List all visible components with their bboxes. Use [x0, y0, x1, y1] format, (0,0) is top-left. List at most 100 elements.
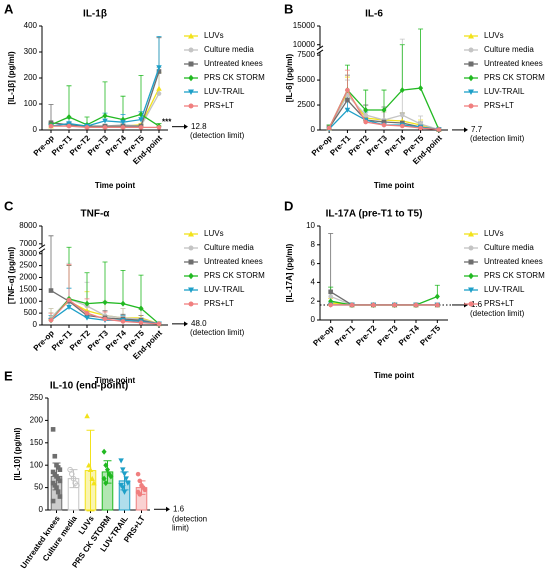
- error-bar: [48, 104, 54, 123]
- marker: [345, 87, 350, 93]
- marker: [84, 315, 90, 321]
- chart-title: IL-6: [365, 9, 383, 20]
- marker: [102, 299, 108, 306]
- detection-note-line: limit): [172, 523, 189, 532]
- marker: [54, 485, 59, 490]
- marker: [188, 47, 194, 53]
- error-bar: [66, 264, 72, 301]
- legend-label: LUVs: [484, 229, 504, 238]
- marker: [418, 125, 423, 131]
- x-axis-label: Time point: [374, 371, 415, 380]
- marker: [102, 316, 108, 322]
- marker: [188, 231, 194, 237]
- marker: [91, 480, 97, 486]
- y-tick-label: 15000: [293, 21, 316, 30]
- marker: [156, 69, 162, 74]
- marker: [120, 485, 126, 491]
- marker: [328, 294, 333, 299]
- marker: [120, 319, 126, 324]
- marker: [363, 119, 369, 125]
- detection-note: (detection limit): [190, 328, 245, 337]
- legend-label: Culture media: [204, 45, 254, 54]
- y-tick-label: 100: [24, 99, 38, 108]
- marker: [188, 272, 194, 280]
- marker: [102, 118, 108, 124]
- legend-label: Untreated knees: [484, 257, 543, 266]
- y-axis-label: [IL-10] (pg/ml): [13, 427, 22, 480]
- marker: [188, 61, 194, 67]
- marker: [121, 489, 128, 495]
- marker: [468, 245, 474, 251]
- x-tick-label: Pre-T4: [397, 323, 421, 347]
- marker: [137, 492, 143, 497]
- marker: [138, 111, 144, 118]
- y-tick-label: 8: [311, 240, 316, 249]
- series-line: [330, 295, 438, 306]
- marker: [66, 121, 72, 127]
- error-bar: [328, 233, 334, 292]
- y-tick-label: 150: [30, 438, 44, 447]
- legend-label: LUV-TRAIL: [484, 285, 525, 294]
- error-bar: [344, 69, 350, 91]
- panel-letter: E: [4, 368, 13, 383]
- marker: [392, 302, 397, 308]
- detection-value: 1.6: [173, 504, 185, 513]
- chart-title: IL-10 (end-point): [50, 381, 128, 392]
- marker: [345, 97, 350, 103]
- marker: [48, 288, 54, 293]
- marker: [108, 473, 114, 480]
- legend-label: Untreated knees: [204, 257, 263, 266]
- legend-label: Culture media: [484, 243, 534, 252]
- x-axis-label: Time point: [374, 181, 415, 190]
- legend-label: PRS+LT: [204, 299, 234, 308]
- y-tick-label: 300: [24, 47, 38, 56]
- detection-note: (detection limit): [470, 309, 525, 318]
- marker: [156, 321, 162, 327]
- detection-note: (detection limit): [190, 131, 245, 140]
- legend-label: Untreated knees: [204, 59, 263, 68]
- marker: [57, 467, 63, 472]
- marker: [468, 89, 474, 95]
- y-tick-label: 500: [24, 308, 38, 317]
- marker: [468, 61, 474, 67]
- marker: [436, 127, 442, 132]
- marker: [381, 107, 387, 114]
- marker: [84, 125, 90, 130]
- y-tick-label: 200: [24, 73, 38, 82]
- error-bar: [399, 44, 405, 91]
- error-bar: [138, 75, 144, 115]
- legend-label: Culture media: [204, 243, 254, 252]
- marker: [142, 487, 148, 493]
- panel-letter: D: [284, 198, 293, 213]
- annotation: ***: [162, 118, 172, 127]
- marker: [120, 467, 126, 473]
- marker: [101, 475, 107, 482]
- marker: [138, 305, 144, 312]
- legend-label: PRS CK STORM: [484, 73, 545, 82]
- error-bar: [102, 261, 108, 303]
- y-tick-label: 2: [311, 296, 316, 305]
- error-bar: [418, 28, 424, 89]
- chart-title: IL-1β: [83, 9, 107, 20]
- arrow-head: [184, 321, 188, 327]
- marker: [66, 297, 72, 303]
- marker: [102, 112, 108, 119]
- y-tick-label: 8000: [19, 221, 37, 230]
- marker: [468, 301, 474, 307]
- panel-letter: A: [4, 1, 14, 16]
- marker: [103, 480, 109, 487]
- marker: [138, 320, 144, 325]
- marker: [120, 300, 126, 307]
- marker: [371, 302, 376, 308]
- panel-letter: B: [284, 1, 293, 16]
- y-axis-label: [IL-17A] (pg/ml): [285, 243, 294, 302]
- y-tick-label: 400: [24, 21, 38, 30]
- marker: [120, 119, 126, 125]
- legend-label: LUV-TRAIL: [204, 285, 245, 294]
- legend-label: PRS+LT: [484, 299, 514, 308]
- marker: [381, 119, 387, 125]
- marker: [106, 471, 112, 478]
- chart-title: IL-17A (pre-T1 to T5): [326, 209, 423, 220]
